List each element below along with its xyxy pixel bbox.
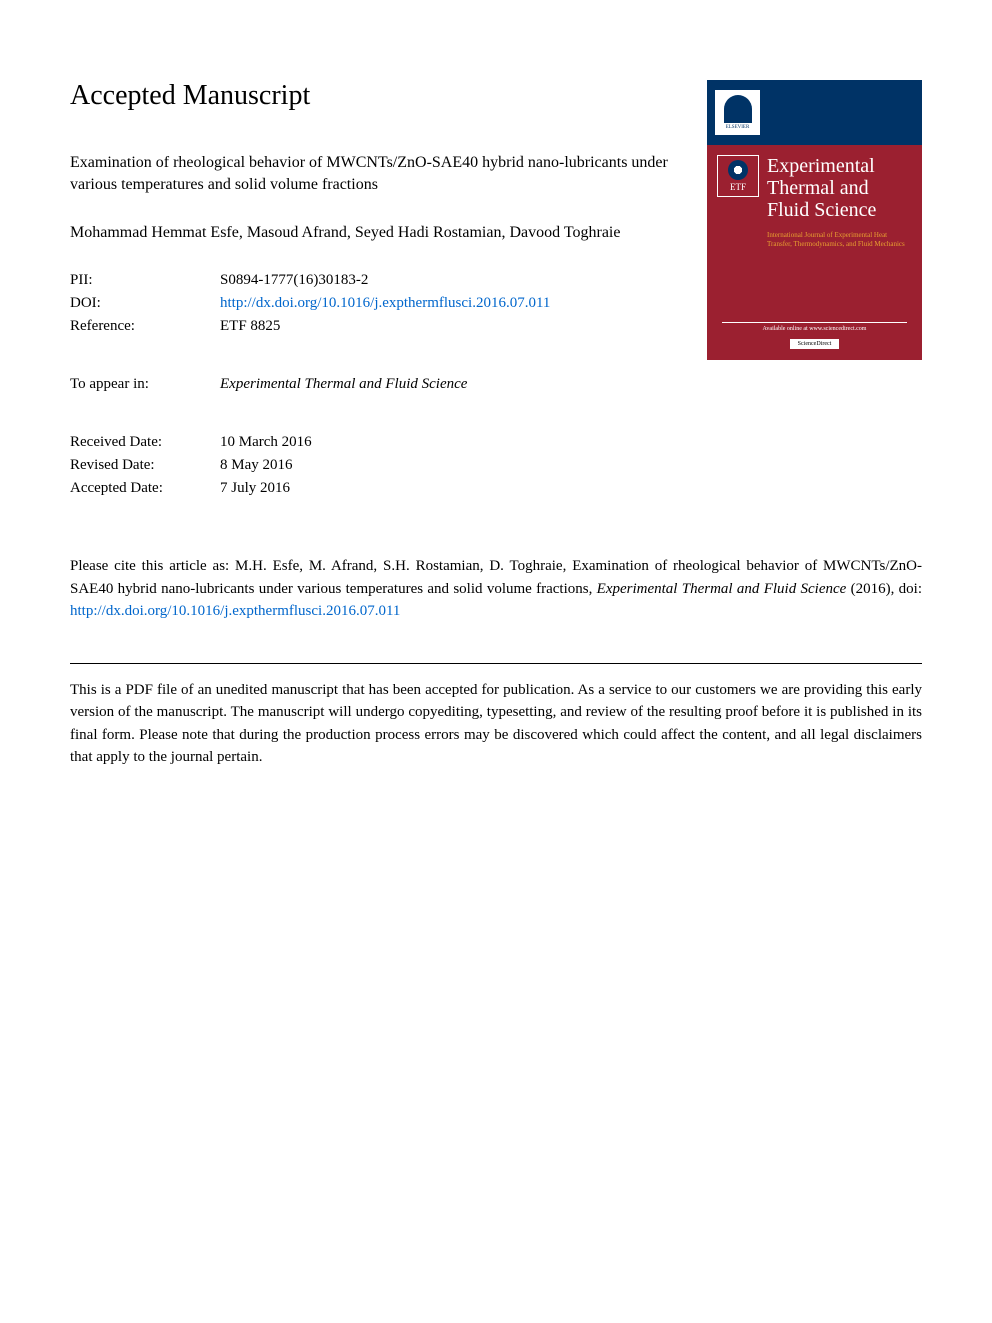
metadata-row-reference: Reference: ETF 8825 xyxy=(70,315,677,338)
header-row: Accepted Manuscript Examination of rheol… xyxy=(70,80,922,520)
metadata-row-accepted: Accepted Date: 7 July 2016 xyxy=(70,477,677,500)
revised-label: Revised Date: xyxy=(70,454,220,477)
citation-doi-link[interactable]: http://dx.doi.org/10.1016/j.expthermflus… xyxy=(70,603,400,619)
cover-title-box: ETF Experimental Thermal and Fluid Scien… xyxy=(707,145,922,226)
page-heading: Accepted Manuscript xyxy=(70,80,677,112)
metadata-row-revised: Revised Date: 8 May 2016 xyxy=(70,454,677,477)
left-content-column: Accepted Manuscript Examination of rheol… xyxy=(70,80,707,520)
sciencedirect-badge: ScienceDirect xyxy=(790,339,840,349)
authors-list: Mohammad Hemmat Esfe, Masoud Afrand, Sey… xyxy=(70,222,677,244)
etf-circle-icon xyxy=(728,160,748,180)
cover-footer-text: Available online at www.sciencedirect.co… xyxy=(707,326,922,332)
elsevier-text: ELSEVIER xyxy=(726,125,750,130)
citation-journal-name: Experimental Thermal and Fluid Science xyxy=(597,581,847,597)
citation-year: (2016), doi: xyxy=(846,581,922,597)
received-value: 10 March 2016 xyxy=(220,431,677,454)
revised-value: 8 May 2016 xyxy=(220,454,677,477)
pii-label: PII: xyxy=(70,269,220,292)
journal-cover-subtitle: International Journal of Experimental He… xyxy=(707,226,922,259)
doi-label: DOI: xyxy=(70,292,220,315)
metadata-table-dates: Received Date: 10 March 2016 Revised Dat… xyxy=(70,431,677,500)
disclaimer-section: This is a PDF file of an unedited manusc… xyxy=(70,663,922,769)
appear-value: Experimental Thermal and Fluid Science xyxy=(220,373,677,396)
metadata-row-doi: DOI: http://dx.doi.org/10.1016/j.expther… xyxy=(70,292,677,315)
reference-label: Reference: xyxy=(70,315,220,338)
pii-value: S0894-1777(16)30183-2 xyxy=(220,269,677,292)
doi-link[interactable]: http://dx.doi.org/10.1016/j.expthermflus… xyxy=(220,292,677,315)
cover-header: ELSEVIER xyxy=(707,80,922,145)
metadata-row-appear: To appear in: Experimental Thermal and F… xyxy=(70,373,677,396)
accepted-value: 7 July 2016 xyxy=(220,477,677,500)
accepted-label: Accepted Date: xyxy=(70,477,220,500)
appear-label: To appear in: xyxy=(70,373,220,396)
received-label: Received Date: xyxy=(70,431,220,454)
journal-cover-image: ELSEVIER ETF Experimental Thermal and Fl… xyxy=(707,80,922,360)
metadata-row-received: Received Date: 10 March 2016 xyxy=(70,431,677,454)
spacer xyxy=(70,358,677,373)
spacer xyxy=(70,416,677,431)
reference-value: ETF 8825 xyxy=(220,315,677,338)
metadata-row-pii: PII: S0894-1777(16)30183-2 xyxy=(70,269,677,292)
etf-text: ETF xyxy=(730,182,746,192)
cover-footer: Available online at www.sciencedirect.co… xyxy=(707,322,922,350)
article-title: Examination of rheological behavior of M… xyxy=(70,152,677,197)
cover-footer-line xyxy=(722,322,907,323)
citation-section: Please cite this article as: M.H. Esfe, … xyxy=(70,555,922,623)
elsevier-logo-icon: ELSEVIER xyxy=(715,90,760,135)
metadata-table: PII: S0894-1777(16)30183-2 DOI: http://d… xyxy=(70,269,677,338)
metadata-table-appear: To appear in: Experimental Thermal and F… xyxy=(70,373,677,396)
etf-logo-icon: ETF xyxy=(717,155,759,197)
journal-cover-title: Experimental Thermal and Fluid Science xyxy=(767,155,912,221)
elsevier-tree-icon xyxy=(724,95,752,123)
